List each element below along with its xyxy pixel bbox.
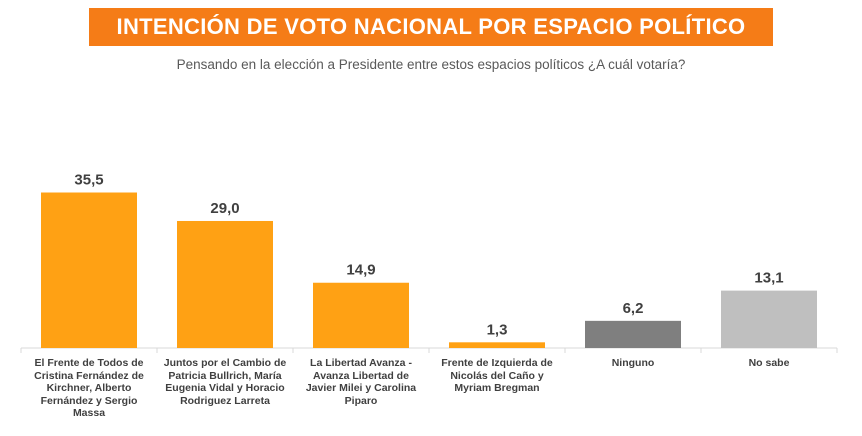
category-label: Frente de Izquierda de Nicolás del Caño … — [441, 357, 553, 394]
data-label: 14,9 — [346, 262, 375, 279]
category-label: La Libertad Avanza - Avanza Libertad de … — [305, 357, 417, 407]
chart-subtitle: Pensando en la elección a Presidente ent… — [176, 57, 686, 72]
category-label: Juntos por el Cambio de Patricia Bullric… — [163, 357, 287, 407]
data-label: 1,3 — [487, 321, 508, 338]
bar — [313, 282, 409, 348]
bar — [177, 220, 273, 348]
category-label: El Frente de Todos de Cristina Fernández… — [34, 357, 144, 419]
category-label: No sabe — [748, 357, 790, 369]
data-label: 29,0 — [210, 200, 239, 217]
data-label: 13,1 — [754, 270, 783, 287]
data-label: 35,5 — [74, 172, 103, 189]
bar — [585, 320, 681, 348]
bar — [41, 192, 137, 348]
bar — [449, 342, 545, 348]
category-label: Ninguno — [611, 357, 655, 369]
bar — [721, 290, 817, 348]
data-label: 6,2 — [623, 300, 644, 317]
chart-title: INTENCIÓN DE VOTO NACIONAL POR ESPACIO P… — [116, 14, 746, 39]
chart-title-banner: INTENCIÓN DE VOTO NACIONAL POR ESPACIO P… — [89, 8, 773, 46]
